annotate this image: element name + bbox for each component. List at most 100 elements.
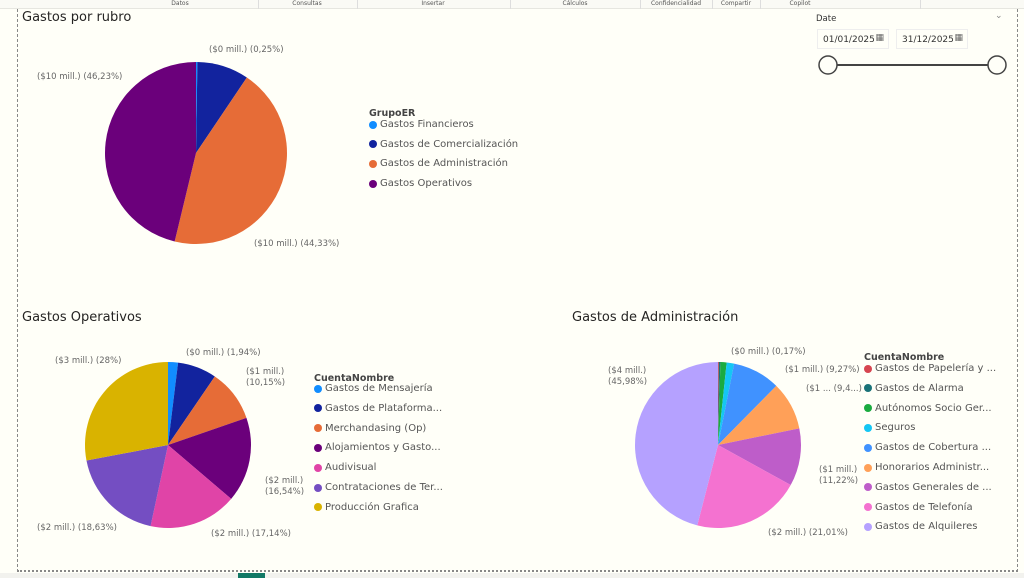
data-label: ($1 mill.) (11,22%)	[819, 465, 859, 486]
data-label: ($10 mill.) (44,33%)	[254, 239, 340, 249]
legend-marker-icon	[864, 364, 872, 373]
data-label: ($4 mill.) (45,98%)	[608, 366, 648, 387]
divider	[640, 0, 641, 9]
calendar-icon[interactable]: ▦	[875, 33, 884, 43]
data-label: ($10 mill.) (46,23%)	[37, 72, 123, 82]
legend-marker-icon	[864, 384, 872, 393]
pie-slice[interactable]	[104, 62, 196, 242]
legend-label: Seguros	[875, 422, 916, 434]
legend-marker-icon	[864, 404, 872, 413]
legend-label: Audivisual	[325, 462, 377, 474]
legend-item[interactable]: Gastos de Alquileres	[864, 521, 977, 532]
pie-slice[interactable]	[697, 445, 791, 528]
legend-marker-icon	[369, 120, 377, 129]
legend-item[interactable]: Audivisual	[314, 462, 376, 473]
active-page-tab[interactable]	[238, 573, 265, 578]
ribbon-tab-insertar[interactable]: Insertar	[421, 0, 445, 7]
legend-label: Gastos de Telefonía	[875, 501, 973, 513]
ribbon-tab-copilot[interactable]: Copilot	[789, 0, 811, 7]
legend-item[interactable]: Producción Grafica	[314, 502, 419, 513]
pie-slice[interactable]	[196, 62, 247, 153]
legend-item[interactable]: Gastos de Papelería y ...	[864, 363, 996, 374]
legend-label: Gastos de Comercialización	[380, 138, 519, 150]
pie-slice[interactable]	[718, 428, 802, 486]
legend-label: Gastos de Administración	[380, 158, 508, 170]
legend-marker-icon	[369, 159, 377, 168]
legend-item[interactable]: Merchandasing (Op)	[314, 423, 426, 434]
pie-slice[interactable]	[168, 376, 247, 445]
pie-slice[interactable]	[718, 362, 735, 445]
legend-marker-icon	[369, 179, 377, 188]
legend-marker-icon	[314, 384, 322, 393]
slicer-label: Date	[816, 14, 837, 24]
legend-marker-icon	[314, 463, 322, 472]
legend-marker-icon	[864, 483, 872, 492]
ribbon-tab-calculos[interactable]: Cálculos	[562, 0, 588, 7]
legend-label: Merchandasing (Op)	[325, 422, 427, 434]
chevron-down-icon[interactable]: ⌄	[995, 11, 1003, 21]
pie-slice[interactable]	[718, 363, 777, 445]
legend-label: Contrataciones de Ter...	[325, 482, 443, 493]
legend-item[interactable]: Alojamientos y Gasto...	[314, 442, 441, 453]
legend-label: Gastos Financieros	[380, 119, 474, 130]
pie-slice[interactable]	[86, 445, 168, 527]
pie-slice[interactable]	[718, 362, 719, 445]
calendar-icon[interactable]: ▦	[954, 33, 963, 43]
pie-slice[interactable]	[718, 362, 727, 445]
legend-item[interactable]: Gastos de Alarma	[864, 383, 964, 394]
legend-item[interactable]: Seguros	[864, 422, 915, 433]
pie-slice[interactable]	[635, 362, 718, 526]
report-canvas	[17, 9, 1018, 572]
data-label: ($1 mill.) (10,15%)	[246, 367, 286, 388]
divider	[258, 0, 259, 9]
legend-label: Gastos de Cobertura ...	[875, 442, 992, 454]
pie-slice[interactable]	[196, 62, 198, 153]
pie-slice[interactable]	[150, 445, 232, 528]
divider	[712, 0, 713, 9]
legend-item[interactable]: Gastos de Cobertura ...	[864, 442, 991, 453]
ribbon-tab-consultas[interactable]: Consultas	[292, 0, 322, 7]
legend-marker-icon	[864, 423, 872, 432]
ribbon-tab-datos[interactable]: Datos	[171, 0, 189, 7]
data-label: ($1 ... (9,4...)	[806, 384, 862, 394]
start-date-value: 01/01/2025	[823, 35, 875, 45]
pie-slice[interactable]	[168, 362, 215, 445]
pie-slice[interactable]	[718, 385, 800, 445]
legend-item[interactable]: Gastos Operativos	[369, 178, 472, 189]
pie-slice[interactable]	[168, 362, 179, 445]
legend-label: Producción Grafica	[325, 501, 419, 513]
ribbon-tab-compartir[interactable]: Compartir	[720, 0, 752, 7]
legend-title: CuentaNombre	[314, 373, 395, 384]
data-label: ($2 mill.) (17,14%)	[211, 529, 291, 539]
legend-item[interactable]: Gastos Generales de ...	[864, 482, 992, 493]
divider	[357, 0, 358, 9]
page-tabs-bar	[0, 573, 1024, 578]
legend-item[interactable]: Gastos Financieros	[369, 119, 474, 130]
legend-item[interactable]: Gastos de Comercialización	[369, 139, 518, 150]
legend-item[interactable]: Honorarios Administr...	[864, 462, 989, 473]
legend-marker-icon	[314, 424, 322, 433]
legend-item[interactable]: Gastos de Mensajería	[314, 383, 433, 394]
legend-item[interactable]: Gastos de Administración	[369, 158, 508, 169]
ribbon-tab-confidencialidad[interactable]: Confidencialidad	[650, 0, 702, 7]
legend-item[interactable]: Autónomos Socio Ger...	[864, 403, 992, 414]
data-label: ($0 mill.) (0,17%)	[731, 347, 806, 357]
data-label: ($0 mill.) (0,25%)	[209, 45, 284, 55]
ribbon: Datos Consultas Insertar Cálculos Confid…	[0, 0, 1024, 9]
legend-item[interactable]: Contrataciones de Ter...	[314, 482, 443, 493]
pie-slice[interactable]	[168, 417, 251, 499]
start-date-input[interactable]: 01/01/2025 ▦	[817, 29, 889, 49]
legend-item[interactable]: Gastos de Plataforma...	[314, 403, 442, 414]
pie-slice[interactable]	[174, 77, 288, 245]
pie-slice[interactable]	[718, 362, 721, 445]
end-date-value: 31/12/2025	[902, 35, 954, 45]
legend-label: Gastos de Papelería y ...	[875, 363, 997, 374]
legend-marker-icon	[864, 522, 872, 531]
pie-slice[interactable]	[85, 361, 168, 461]
divider	[760, 0, 761, 9]
chart-title-gastos-por-rubro: Gastos por rubro	[22, 10, 132, 25]
legend-marker-icon	[314, 404, 322, 413]
legend-item[interactable]: Gastos de Telefonía	[864, 502, 973, 513]
end-date-input[interactable]: 31/12/2025 ▦	[896, 29, 968, 49]
legend-marker-icon	[314, 483, 322, 492]
